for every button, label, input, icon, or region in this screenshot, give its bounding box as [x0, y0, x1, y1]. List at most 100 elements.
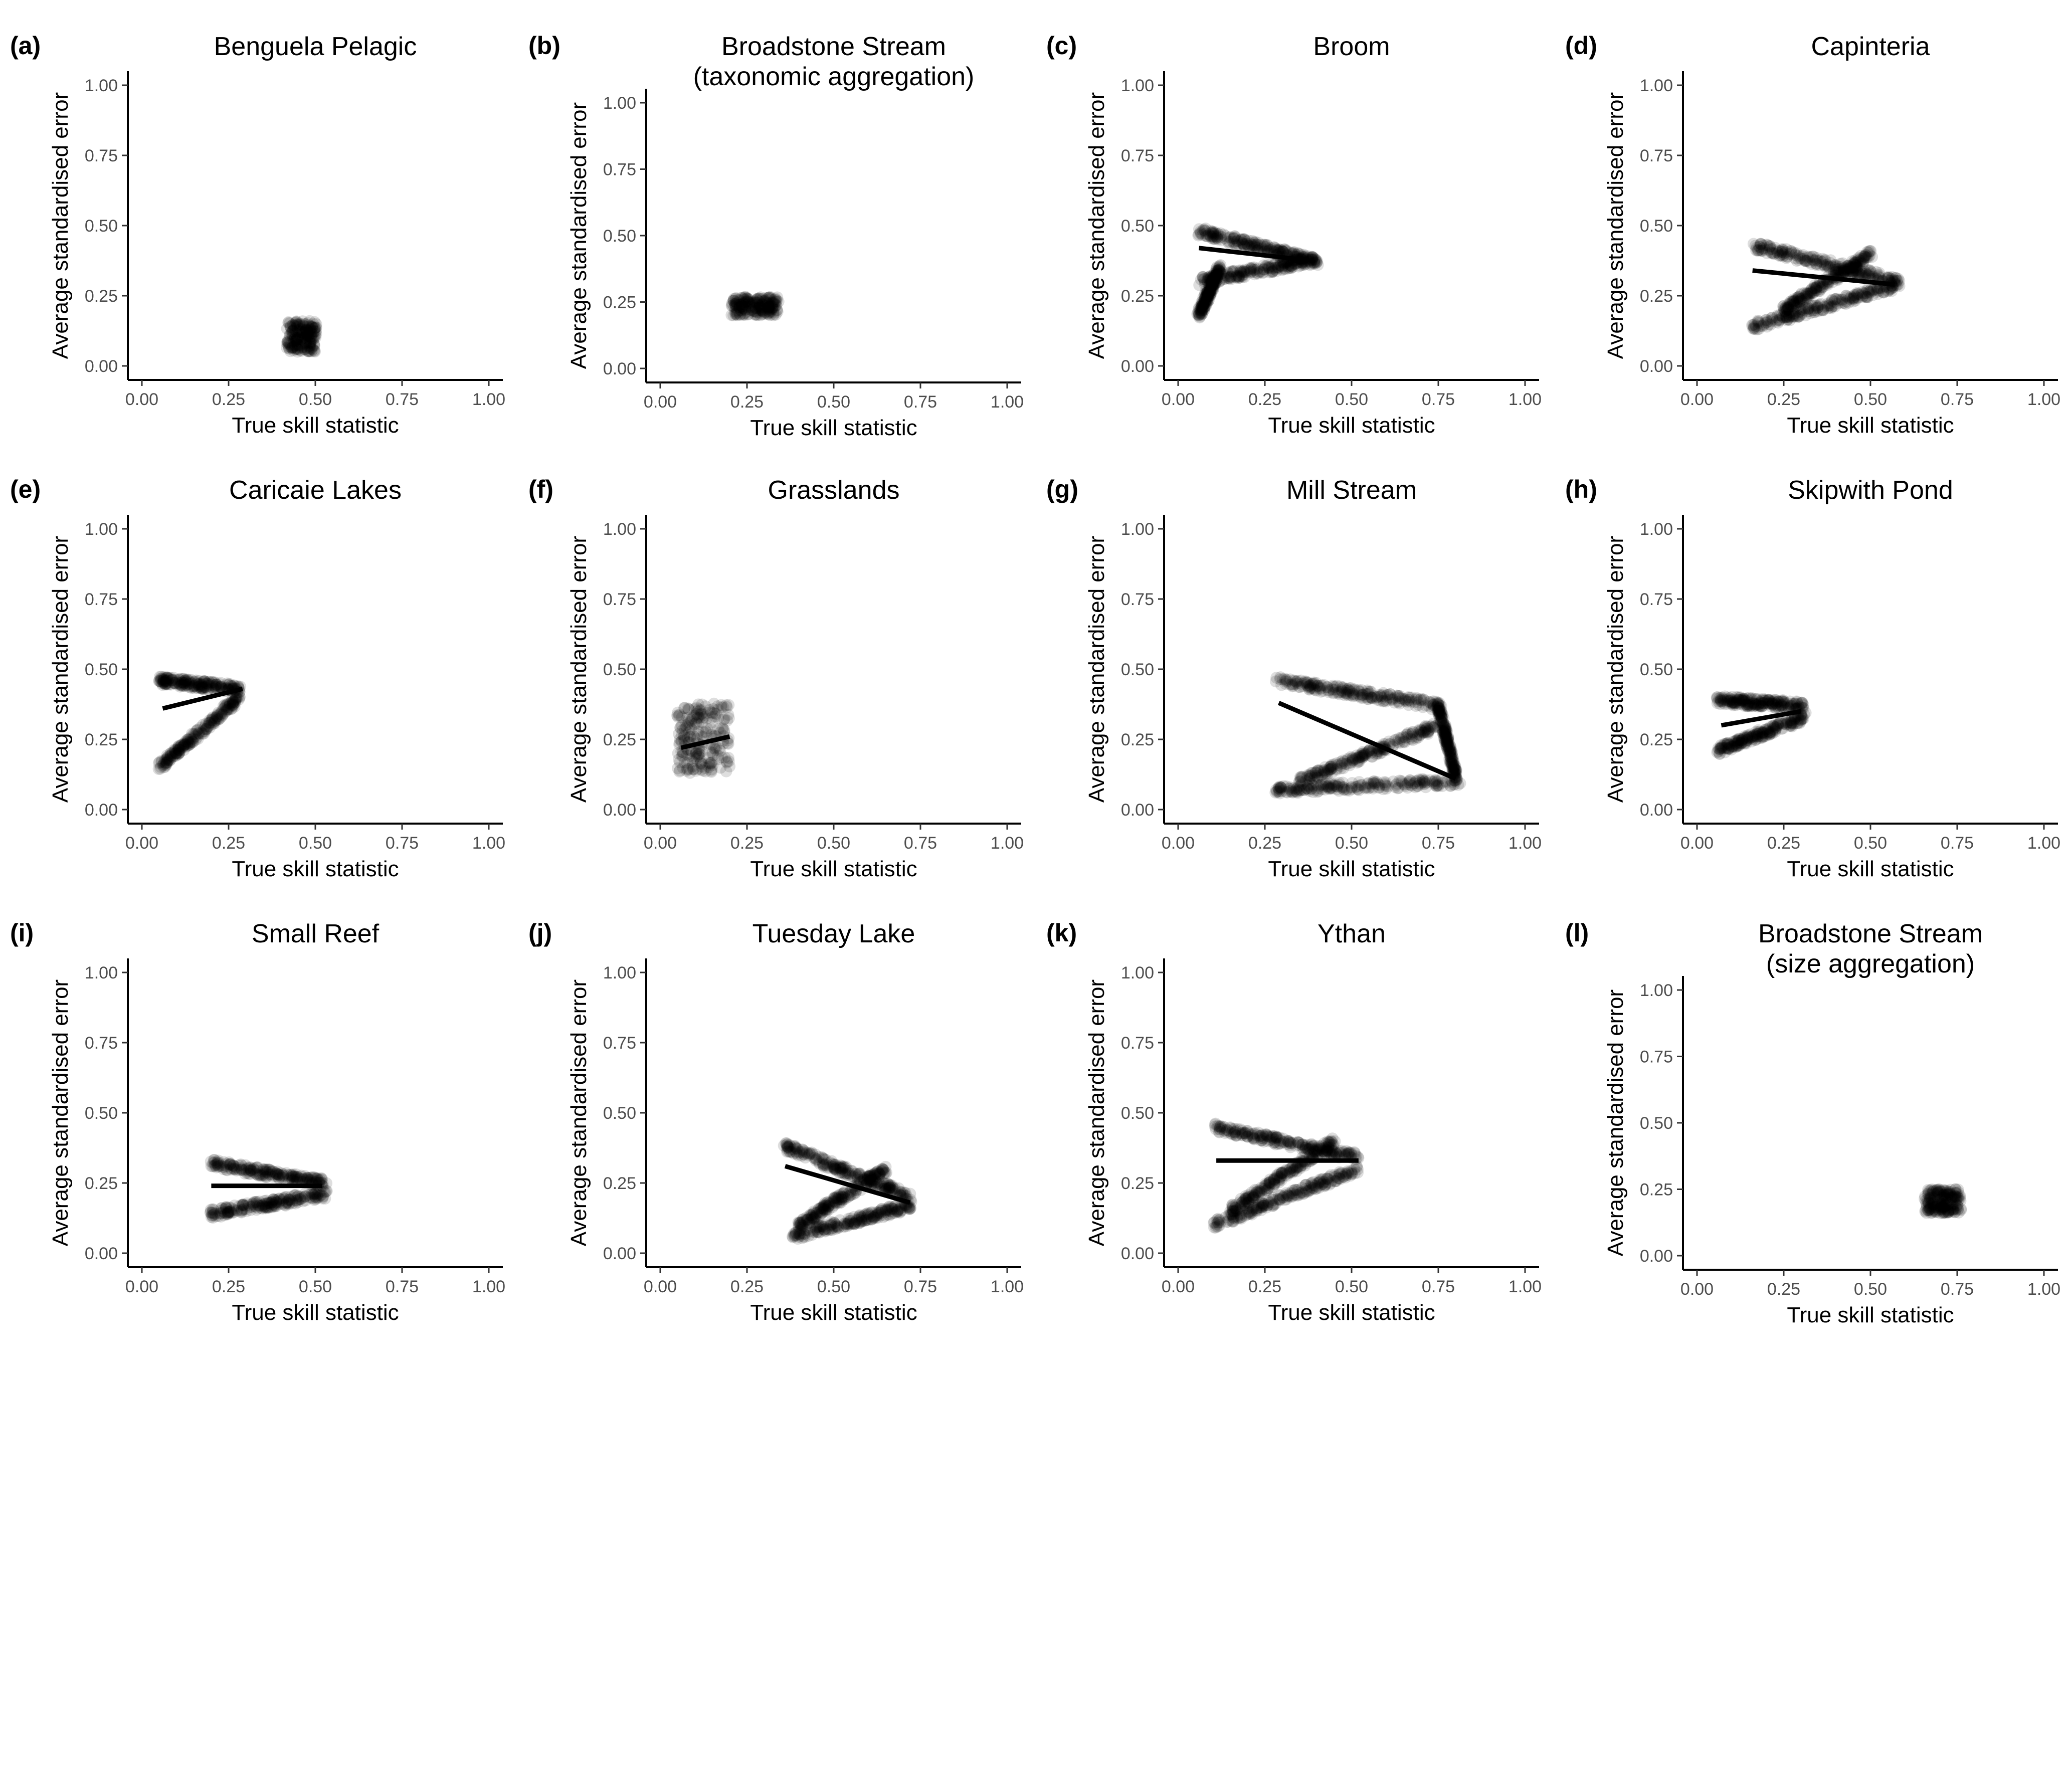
scatter-point: [1241, 238, 1253, 250]
scatter-point: [1199, 300, 1211, 313]
y-tick-label: 1.00: [603, 520, 636, 539]
scatter-point: [306, 321, 318, 334]
scatter-point: [1279, 263, 1292, 275]
scatter-point: [1247, 239, 1260, 251]
scatter-point: [1394, 690, 1406, 702]
scatter-point: [740, 299, 752, 311]
scatter-point: [296, 315, 309, 328]
scatter-point: [1205, 231, 1217, 244]
scatter-point: [1206, 279, 1218, 291]
scatter-point: [1257, 266, 1269, 278]
panel-tag: (i): [10, 919, 34, 947]
scatter-point: [1271, 261, 1284, 274]
scatter-point: [1756, 245, 1769, 257]
scatter-point: [300, 339, 313, 351]
scatter-point: [1211, 231, 1223, 243]
scatter-point: [1240, 235, 1253, 248]
scatter-point: [308, 338, 320, 350]
x-tick-label: 0.25: [730, 834, 764, 853]
scatter-point: [299, 326, 311, 338]
scatter-point: [298, 343, 311, 355]
scatter-point: [1251, 262, 1264, 275]
scatter-point: [1785, 246, 1798, 259]
scatter-point: [1242, 235, 1255, 247]
scatter-point: [1301, 252, 1314, 264]
scatter-point: [1269, 262, 1281, 274]
y-axis-title: Average standardised error: [1084, 536, 1109, 803]
scatter-point: [1298, 255, 1311, 268]
scatter-point: [295, 323, 308, 335]
scatter-point: [1272, 245, 1285, 257]
scatter-point: [294, 339, 306, 351]
y-tick-label: 0.50: [85, 217, 118, 236]
scatter-point: [1248, 239, 1261, 252]
scatter-point: [1236, 237, 1249, 249]
scatter-point: [1198, 293, 1211, 305]
scatter-point: [1228, 237, 1240, 250]
scatter-point: [302, 319, 314, 331]
panel-tag: (j): [528, 919, 552, 947]
y-tick-label: 0.50: [85, 1104, 118, 1123]
scatter-point: [684, 766, 696, 779]
scatter-point: [283, 338, 296, 350]
scatter-point: [303, 336, 316, 348]
scatter-point: [300, 328, 313, 340]
scatter-point: [1853, 264, 1866, 277]
x-tick-label: 0.50: [1335, 834, 1368, 853]
scatter-point: [1210, 269, 1222, 281]
scatter-point: [298, 320, 310, 332]
scatter-point: [1269, 263, 1282, 276]
scatter-point: [1278, 257, 1291, 270]
scatter-point: [1761, 247, 1773, 259]
scatter-point: [768, 297, 780, 309]
scatter-point: [1198, 273, 1210, 285]
x-axis-title: True skill statistic: [232, 857, 399, 881]
scatter-point: [1204, 283, 1217, 295]
scatter-point: [1238, 266, 1250, 278]
scatter-point: [1261, 239, 1273, 252]
scatter-point: [730, 299, 742, 312]
scatter-point: [729, 298, 742, 310]
scatter-point: [307, 327, 319, 339]
scatter-point: [1305, 258, 1318, 271]
scatter-point: [1278, 263, 1290, 275]
scatter-point: [284, 317, 296, 330]
scatter-point: [1229, 232, 1241, 244]
scatter-point: [1222, 272, 1234, 284]
scatter-point: [1193, 223, 1205, 236]
scatter-point: [1199, 276, 1211, 288]
scatter-point: [1758, 239, 1770, 252]
scatter-point: [1838, 263, 1850, 276]
scatter-point: [1211, 268, 1224, 280]
x-tick-label: 0.75: [386, 390, 419, 409]
scatter-point: [1237, 238, 1250, 251]
scatter-point: [708, 707, 721, 719]
scatter-point: [1198, 273, 1211, 285]
scatter-point: [292, 339, 304, 351]
scatter-point: [290, 334, 303, 346]
y-tick-label: 0.25: [1121, 730, 1154, 749]
scatter-point: [731, 306, 743, 318]
scatter-point: [1201, 286, 1213, 299]
scatter-point: [1766, 247, 1778, 260]
scatter-point: [1769, 242, 1781, 254]
scatter-point: [1757, 242, 1770, 254]
scatter-point: [1270, 265, 1283, 277]
scatter-point: [303, 320, 316, 333]
scatter-point: [1208, 272, 1221, 284]
scatter-point: [1213, 276, 1225, 288]
scatter-point: [222, 678, 234, 691]
scatter-point: [1838, 266, 1851, 278]
scatter-point: [739, 304, 752, 316]
scatter-point: [736, 300, 748, 313]
scatter-point: [1209, 230, 1222, 243]
panel-title: Small Reef: [252, 919, 380, 948]
scatter-point: [766, 297, 779, 310]
scatter-point: [749, 296, 762, 308]
scatter-point: [1242, 240, 1254, 252]
scatter-point: [1299, 257, 1311, 269]
scatter-point: [729, 299, 742, 312]
scatter-point: [733, 298, 746, 311]
scatter-point: [1207, 281, 1219, 294]
